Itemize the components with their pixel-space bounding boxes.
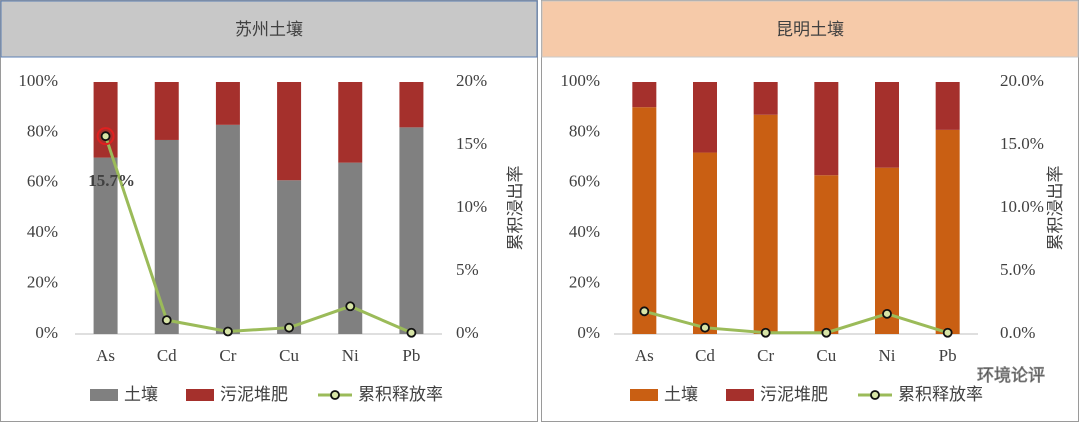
y2-tick-label: 20% <box>456 71 487 90</box>
y-tick-label: 0% <box>35 323 58 342</box>
bar-segment <box>693 82 717 153</box>
line-marker <box>639 306 650 317</box>
legend-swatch <box>90 389 118 401</box>
bar-segment <box>814 82 839 176</box>
legend-label: 污泥堆肥 <box>760 385 828 405</box>
y2-tick-label: 0.0% <box>1000 323 1035 342</box>
bar-segment <box>935 129 960 334</box>
bar-segment <box>277 180 302 334</box>
bar-segment <box>93 82 118 158</box>
y-tick-label: 20% <box>569 273 600 292</box>
x-tick-label: Ni <box>342 346 359 365</box>
y-tick-label: 80% <box>569 121 600 140</box>
legend-swatch <box>630 389 658 401</box>
panel-title: 苏州土壤 <box>235 19 303 40</box>
x-tick-label: Cr <box>219 346 236 365</box>
x-tick-label: Cr <box>757 346 774 365</box>
y-tick-label: 40% <box>27 222 58 241</box>
line-marker <box>161 315 172 326</box>
y2-tick-label: 15% <box>456 134 487 153</box>
y2-tick-label: 20.0% <box>1000 71 1044 90</box>
line-marker <box>882 308 892 319</box>
watermark: 环境论评 <box>977 366 1045 386</box>
panel-border <box>541 0 1079 422</box>
panel-header <box>0 0 538 58</box>
line-marker <box>406 327 417 338</box>
bar-segment <box>399 127 424 334</box>
bar-segment <box>875 167 899 334</box>
y2-tick-label: 5% <box>456 260 479 279</box>
line-series <box>643 309 949 335</box>
line-marker <box>284 322 294 333</box>
bar-segment <box>753 114 778 334</box>
bar-segment <box>399 82 424 128</box>
bar-segment <box>154 139 179 334</box>
x-tick-label: Cd <box>157 346 177 365</box>
legend-label: 污泥堆肥 <box>220 385 288 405</box>
annotation: 15.7% <box>88 171 135 190</box>
line-marker <box>821 327 832 338</box>
bar-segment <box>215 82 240 125</box>
bar-segment <box>93 157 118 334</box>
y-tick-label: 80% <box>27 121 58 140</box>
y-tick-label: 100% <box>18 71 58 90</box>
y2-tick-label: 10% <box>456 197 487 216</box>
y-tick-label: 100% <box>560 71 600 90</box>
x-tick-label: Cu <box>816 346 836 365</box>
panel-title: 昆明土壤 <box>776 19 844 40</box>
line-marker <box>223 326 233 337</box>
line-marker <box>942 327 953 338</box>
y2-tick-label: 5.0% <box>1000 260 1035 279</box>
legend-label: 累积释放率 <box>358 385 443 405</box>
bar-segment <box>935 82 960 130</box>
x-tick-label: As <box>96 346 115 365</box>
y2-tick-label: 15.0% <box>1000 134 1044 153</box>
bar-segment <box>277 82 302 181</box>
legend-swatch <box>726 389 754 401</box>
x-tick-label: Ni <box>879 346 896 365</box>
bar-segment <box>753 82 778 115</box>
legend-marker <box>870 390 880 400</box>
x-tick-label: Cd <box>695 346 715 365</box>
panel-header <box>541 0 1079 58</box>
y-tick-label: 60% <box>569 172 600 191</box>
x-tick-label: Cu <box>279 346 299 365</box>
bar-segment <box>814 175 839 334</box>
line-marker <box>100 131 111 142</box>
y-tick-label: 0% <box>577 323 600 342</box>
line-series <box>104 135 413 335</box>
y2-axis-title: 累积浸出率 <box>1046 166 1066 251</box>
legend-label: 土壤 <box>664 384 698 405</box>
line-marker <box>700 322 710 333</box>
legend-marker <box>330 390 340 400</box>
y-tick-label: 60% <box>27 172 58 191</box>
y-tick-label: 40% <box>569 222 600 241</box>
legend-label: 累积释放率 <box>898 385 983 405</box>
bar-segment <box>693 152 717 334</box>
x-tick-label: As <box>635 346 654 365</box>
line-marker <box>760 327 771 338</box>
y2-axis-title: 累积浸出率 <box>506 166 526 251</box>
x-tick-label: Pb <box>402 346 420 365</box>
bar-segment <box>338 82 363 163</box>
bar-segment <box>154 82 179 140</box>
legend-swatch <box>186 389 214 401</box>
y2-tick-label: 10.0% <box>1000 197 1044 216</box>
line-marker <box>345 301 356 312</box>
x-tick-label: Pb <box>939 346 957 365</box>
bar-segment <box>215 124 240 334</box>
bar-segment <box>632 107 657 334</box>
y2-tick-label: 0% <box>456 323 479 342</box>
highlight-ring <box>96 127 115 146</box>
y-tick-label: 20% <box>27 273 58 292</box>
bar-segment <box>632 82 657 108</box>
bar-segment <box>875 82 899 168</box>
legend-label: 土壤 <box>124 384 158 405</box>
